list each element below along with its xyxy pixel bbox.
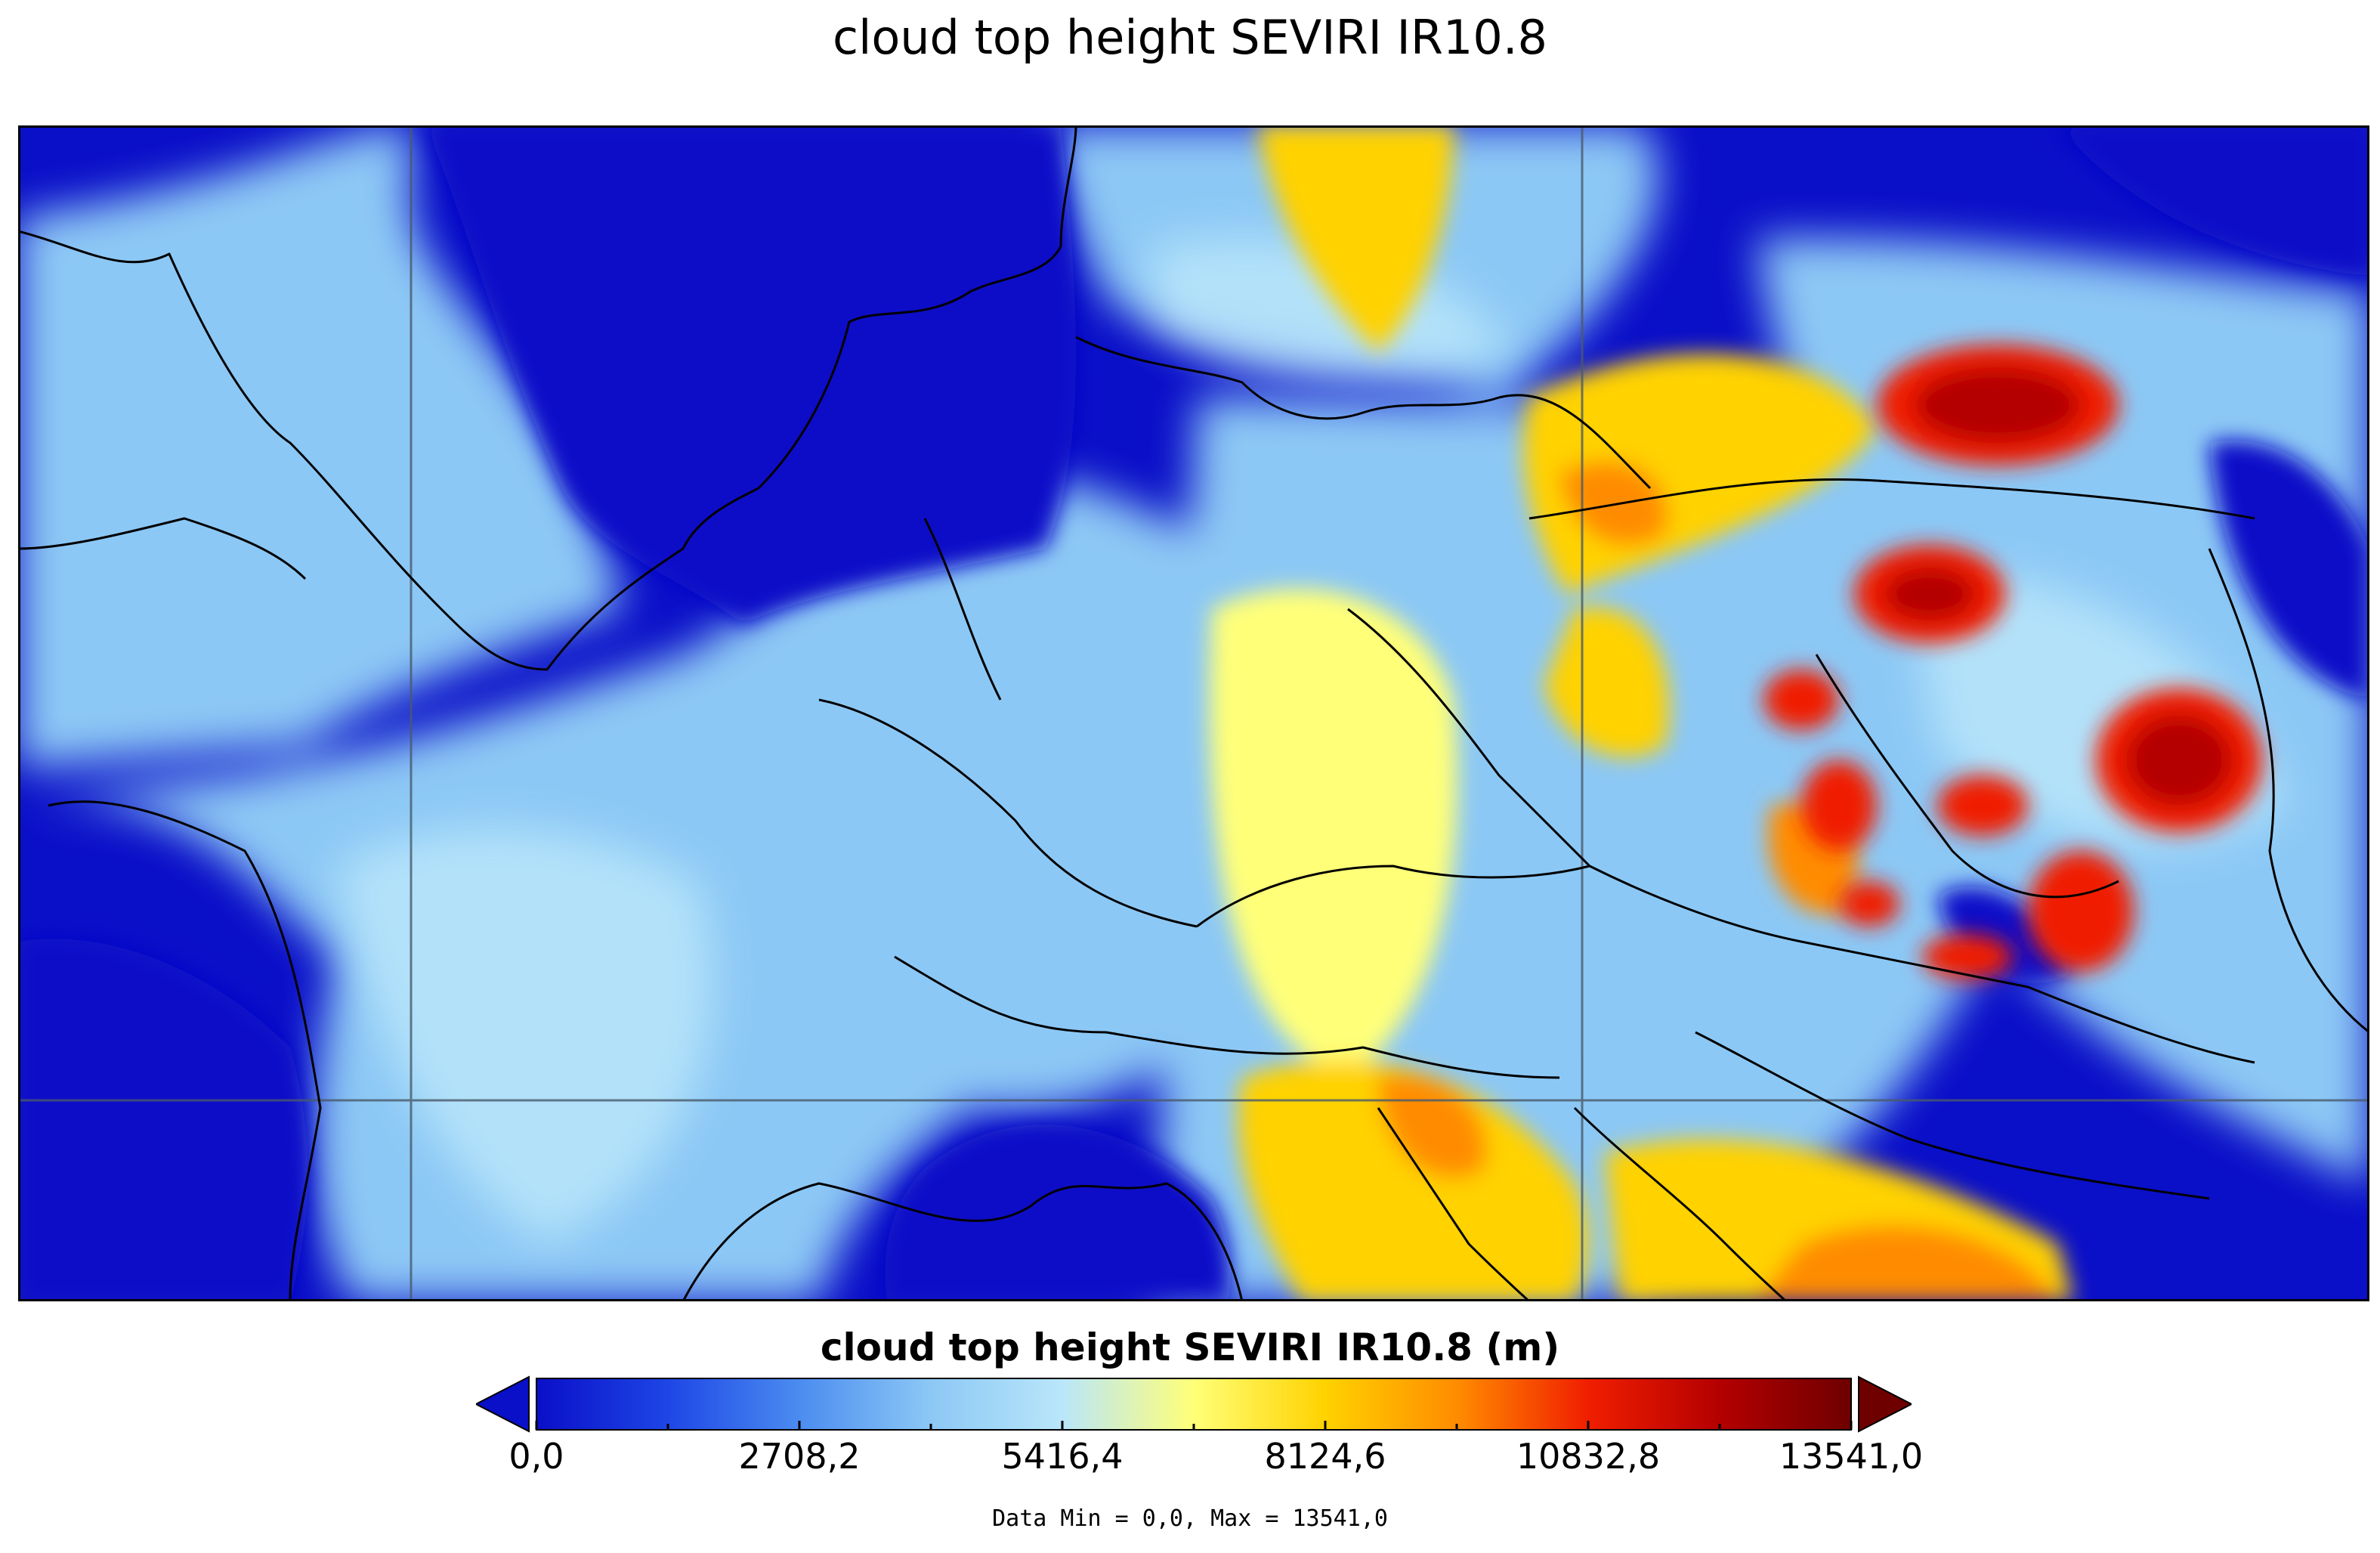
colorbar-title: cloud top height SEVIRI IR10.8 (m): [820, 1326, 1560, 1369]
colorbar-tick-label: 2708,2: [738, 1436, 861, 1477]
colorbar-tick-label: 10832,8: [1516, 1436, 1661, 1477]
colorbar-tick-label: 13541,0: [1779, 1436, 1924, 1477]
colorbar-tick-label: 5416,4: [1001, 1436, 1124, 1477]
colorbar-extend-min: [476, 1375, 530, 1433]
colorbar-extend-max: [1858, 1375, 1912, 1433]
graticule-lines: [18, 125, 2369, 1301]
cloud-top-height-map: [18, 125, 2369, 1301]
colorbar-tick-label: 0,0: [508, 1436, 564, 1477]
map-frame: [18, 125, 2369, 1301]
colorbar-tick-labels: 0,0 2708,2 5416,4 8124,6 10832,8 13541,0: [0, 1433, 2380, 1483]
coastlines-and-borders: [18, 125, 2369, 1301]
colorbar-tick-label: 8124,6: [1264, 1436, 1386, 1477]
colorbar-gradient: [536, 1378, 1852, 1431]
clear-sky-patches: [18, 125, 2369, 1301]
deep-convection-cells: [1763, 345, 2262, 979]
map-title: cloud top height SEVIRI IR10.8: [833, 10, 1547, 65]
colorbar: [476, 1375, 1912, 1433]
mid-cloud-field: [1209, 125, 2073, 1301]
data-range-label: Data Min = 0,0, Max = 13541,0: [992, 1505, 1388, 1532]
colorbar-ticks: [535, 1421, 1853, 1430]
